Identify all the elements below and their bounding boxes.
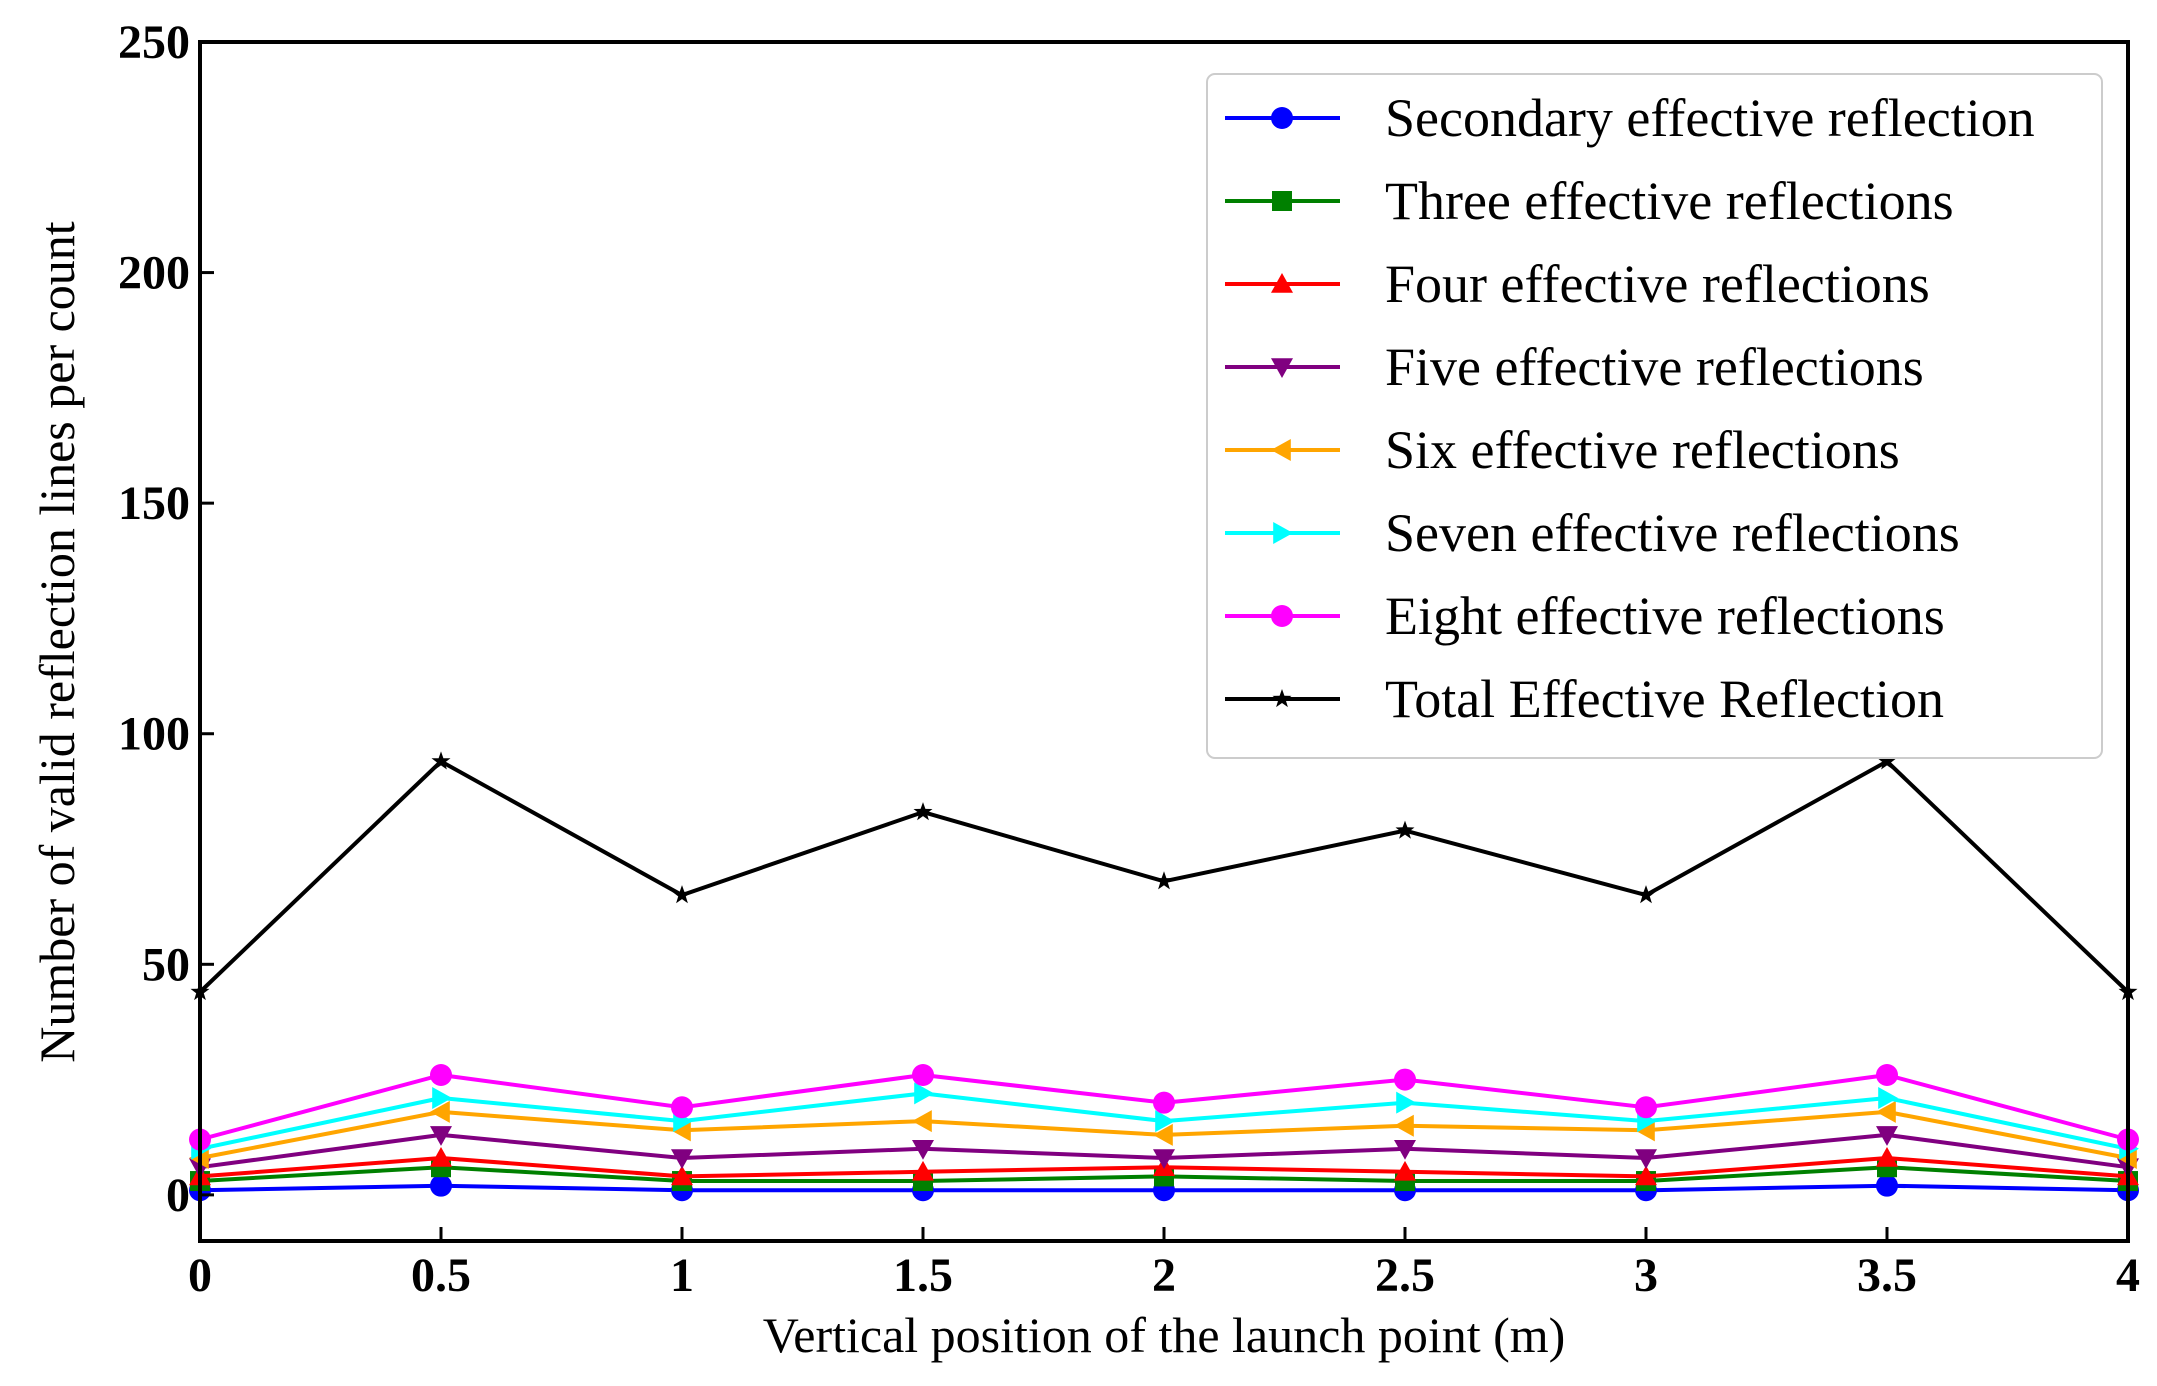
data-point bbox=[1635, 1149, 1657, 1169]
data-point bbox=[671, 1149, 693, 1169]
data-point bbox=[914, 1082, 934, 1105]
data-point bbox=[912, 1160, 934, 1181]
data-point bbox=[1876, 1146, 1898, 1167]
data-point bbox=[430, 1100, 450, 1123]
legend-label: Three effective reflections bbox=[1385, 171, 1954, 231]
data-point bbox=[1878, 1087, 1898, 1110]
data-point bbox=[1153, 1123, 1173, 1146]
data-point bbox=[672, 885, 692, 904]
data-point bbox=[430, 1146, 452, 1167]
data-point bbox=[1394, 1114, 1414, 1137]
data-point bbox=[1877, 751, 1897, 770]
legend-label: Six effective reflections bbox=[1385, 420, 1900, 480]
data-point bbox=[430, 1126, 452, 1146]
legend-marker bbox=[1271, 605, 1293, 627]
legend-marker bbox=[1271, 107, 1293, 129]
data-point bbox=[912, 1110, 932, 1133]
legend-label: Seven effective reflections bbox=[1385, 503, 1960, 563]
data-point bbox=[671, 1096, 693, 1119]
legend-marker bbox=[1271, 439, 1291, 461]
x-axis: 0 0.5 1 1.5 2 2.5 3 3.5 4 bbox=[188, 1227, 2140, 1302]
legend-marker bbox=[1271, 358, 1293, 378]
data-point bbox=[1396, 1091, 1416, 1114]
y-tick-label: 200 bbox=[118, 247, 190, 300]
data-point bbox=[1394, 1068, 1416, 1091]
y-axis-title: Number of valid reflection lines per cou… bbox=[29, 221, 85, 1062]
data-point bbox=[1876, 1126, 1898, 1146]
x-tick-label: 4 bbox=[2116, 1249, 2140, 1302]
y-axis: 0 50 100 150 200 250 bbox=[118, 16, 214, 1222]
legend-marker bbox=[1273, 522, 1293, 544]
data-point bbox=[1153, 1149, 1175, 1169]
x-tick-label: 1 bbox=[670, 1249, 694, 1302]
data-point bbox=[1155, 1110, 1175, 1133]
legend-marker bbox=[1272, 689, 1292, 708]
data-point bbox=[1394, 1160, 1416, 1181]
y-tick-label: 250 bbox=[118, 16, 190, 69]
series-layer bbox=[189, 751, 2139, 1202]
data-point bbox=[912, 1063, 934, 1086]
legend: Secondary effective reflection Three effe… bbox=[1206, 73, 2103, 759]
legend-box bbox=[1206, 73, 2103, 759]
data-point bbox=[1876, 1174, 1898, 1197]
data-point bbox=[1395, 820, 1415, 839]
legend-label: Eight effective reflections bbox=[1385, 586, 1945, 646]
x-tick-label: 1.5 bbox=[893, 1249, 953, 1302]
y-tick-label: 100 bbox=[118, 708, 190, 761]
data-point bbox=[913, 802, 933, 821]
data-point bbox=[1394, 1139, 1416, 1160]
data-point bbox=[1635, 1165, 1657, 1186]
data-point bbox=[432, 1087, 452, 1110]
legend-label: Secondary effective reflection bbox=[1385, 88, 2035, 148]
data-point bbox=[430, 1063, 452, 1086]
data-point bbox=[1153, 1091, 1175, 1114]
x-tick-label: 3 bbox=[1634, 1249, 1658, 1302]
data-point bbox=[1876, 1100, 1896, 1123]
y-tick-label: 150 bbox=[118, 477, 190, 530]
data-point bbox=[430, 1174, 452, 1197]
data-point bbox=[1876, 1063, 1898, 1086]
x-tick-label: 0.5 bbox=[411, 1249, 471, 1302]
legend-marker bbox=[1271, 273, 1293, 293]
x-axis-title: Vertical position of the launch point (m… bbox=[763, 1307, 1566, 1363]
x-tick-label: 2 bbox=[1152, 1249, 1176, 1302]
data-point bbox=[1635, 1096, 1657, 1119]
y-tick-label: 50 bbox=[142, 938, 190, 991]
data-point bbox=[671, 1165, 693, 1186]
legend-label: Five effective reflections bbox=[1385, 337, 1924, 397]
data-point bbox=[912, 1139, 934, 1160]
legend-label: Total Effective Reflection bbox=[1385, 669, 1944, 729]
data-point bbox=[1154, 871, 1174, 890]
data-point bbox=[431, 751, 451, 770]
y-tick-label: 0 bbox=[166, 1169, 190, 1222]
legend-label: Four effective reflections bbox=[1385, 254, 1930, 314]
x-tick-label: 2.5 bbox=[1375, 1249, 1435, 1302]
legend-marker bbox=[1272, 191, 1292, 211]
data-point bbox=[1636, 885, 1656, 904]
x-tick-label: 3.5 bbox=[1857, 1249, 1917, 1302]
x-tick-label: 0 bbox=[188, 1249, 212, 1302]
